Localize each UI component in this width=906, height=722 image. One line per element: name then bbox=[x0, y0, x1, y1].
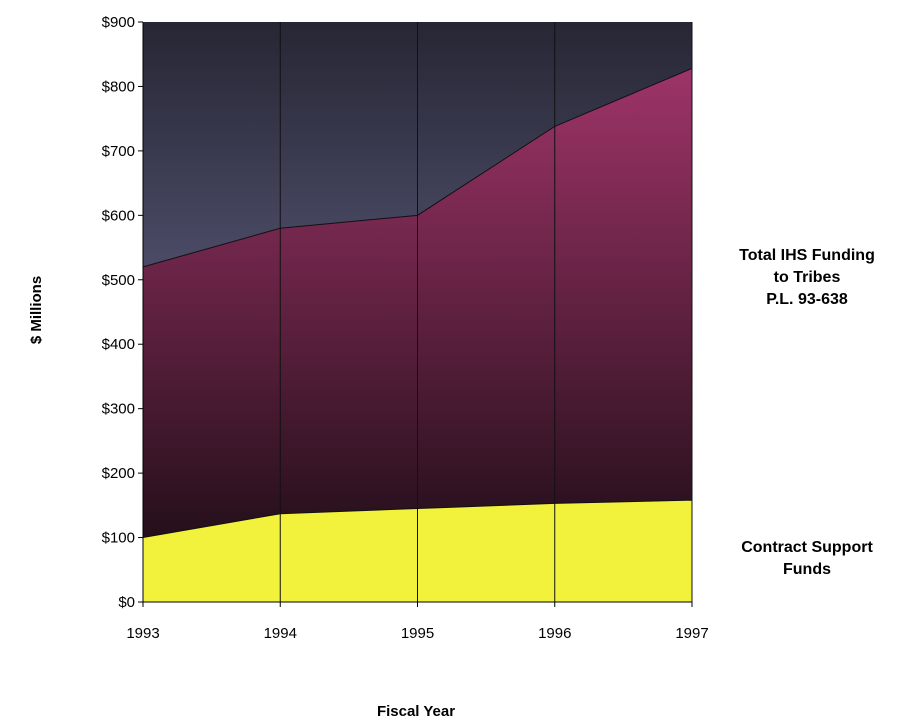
y-tick-label: $800 bbox=[102, 78, 135, 95]
x-tick-label: 1997 bbox=[675, 625, 708, 642]
x-axis-title: Fiscal Year bbox=[377, 703, 455, 720]
x-tick-label: 1994 bbox=[264, 625, 297, 642]
contract-support-label: Contract Support Funds bbox=[712, 537, 902, 581]
y-tick-label: $500 bbox=[102, 272, 135, 289]
y-tick-label: $300 bbox=[102, 401, 135, 418]
y-tick-label: $400 bbox=[102, 336, 135, 353]
x-tick-label: 1996 bbox=[538, 625, 571, 642]
axes bbox=[138, 21, 693, 607]
y-axis-title: $ Millions bbox=[28, 276, 45, 344]
y-tick-label: $600 bbox=[102, 207, 135, 224]
total-ihs-funding-label-line-3: P.L. 93-638 bbox=[766, 291, 848, 308]
y-tick-label: $900 bbox=[102, 14, 135, 31]
total-ihs-funding-label-line-1: Total IHS Funding bbox=[739, 247, 875, 264]
x-axis-tick-labels: 1993 1994 1995 1996 1997 bbox=[126, 625, 708, 642]
x-tick-label: 1993 bbox=[126, 625, 159, 642]
y-axis-tick-labels: $0 $100 $200 $300 $400 $500 $600 $700 $800 $900 bbox=[102, 14, 135, 611]
contract-support-label-line-1: Contract Support bbox=[741, 539, 873, 556]
y-tick-label: $100 bbox=[102, 530, 135, 547]
y-tick-label: $0 bbox=[118, 594, 135, 611]
contract-support-label-line-2: Funds bbox=[783, 561, 831, 578]
x-tick-label: 1995 bbox=[401, 625, 434, 642]
y-tick-label: $700 bbox=[102, 143, 135, 160]
y-tick-label: $200 bbox=[102, 465, 135, 482]
total-ihs-funding-label-line-2: to Tribes bbox=[773, 269, 841, 286]
total-ihs-funding-label: Total IHS Funding to Tribes P.L. 93-638 bbox=[712, 245, 902, 311]
